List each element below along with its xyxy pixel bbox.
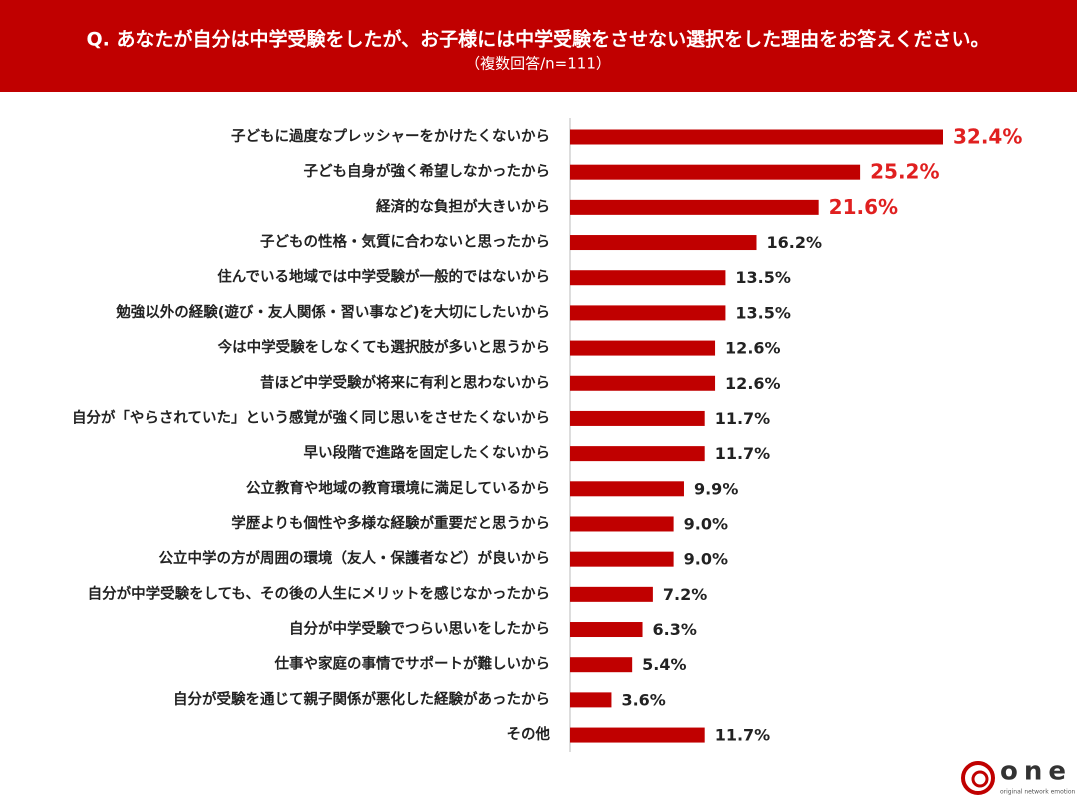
bar: [570, 235, 757, 251]
chart-title: Q. あなたが自分は中学受験をしたが、お子様には中学受験をさせない選択をした理由…: [86, 28, 989, 51]
value-label: 16.2%: [767, 233, 823, 252]
bar: [570, 129, 943, 145]
bar: [570, 516, 674, 532]
value-label: 13.5%: [735, 303, 791, 322]
logo-tagline: original network emotion: [1000, 789, 1076, 796]
bar: [570, 164, 861, 180]
chart-subtitle: （複数回答/n=111）: [465, 55, 611, 73]
header-band: [0, 0, 1077, 92]
category-label: 昔ほど中学受験が将来に有利と思わないから: [260, 373, 550, 391]
category-label: 子ども自身が強く希望しなかったから: [304, 162, 551, 180]
category-label: 早い段階で進路を固定したくないから: [304, 444, 551, 462]
value-label: 9.0%: [684, 550, 728, 569]
category-label: 住んでいる地域では中学受験が一般的ではないから: [217, 268, 550, 286]
value-label: 11.7%: [715, 444, 771, 463]
logo: one original network emotion: [961, 757, 1076, 796]
value-label: 6.3%: [653, 620, 697, 639]
logo-icon-inner: [971, 770, 989, 788]
category-label: 公立教育や地域の教育環境に満足しているから: [246, 479, 550, 497]
bar: [570, 481, 684, 497]
bar: [570, 727, 705, 743]
logo-icon: [961, 761, 995, 795]
value-label: 32.4%: [953, 125, 1022, 149]
bar: [570, 586, 653, 602]
value-label: 12.6%: [725, 374, 781, 393]
category-label: 勉強以外の経験(遊び・友人関係・習い事など)を大切にしたいから: [115, 303, 550, 321]
value-label: 9.0%: [684, 514, 728, 533]
value-label: 12.6%: [725, 339, 781, 358]
category-label: 自分が中学受験でつらい思いをしたから: [289, 620, 550, 638]
value-label: 13.5%: [735, 268, 791, 287]
value-label: 25.2%: [870, 160, 939, 184]
bar: [570, 657, 633, 673]
value-label: 11.7%: [715, 409, 771, 428]
category-label: 経済的な負担が大きいから: [376, 197, 550, 215]
bar: [570, 270, 726, 286]
bar: [570, 622, 643, 638]
value-label: 9.9%: [694, 479, 738, 498]
category-label: 公立中学の方が周囲の環境（友人・保護者など）が良いから: [159, 549, 551, 567]
category-label: 学歴よりも個性や多様な経験が重要だと思うから: [231, 514, 550, 532]
value-label: 3.6%: [621, 690, 665, 709]
bar: [570, 375, 716, 391]
bar: [570, 692, 612, 708]
value-label: 11.7%: [715, 726, 771, 745]
category-label: 自分が「やらされていた」という感覚が強く同じ思いをさせたくないから: [72, 408, 550, 426]
category-label: 子どもに過度なプレッシャーをかけたくないから: [231, 127, 550, 145]
category-label: 自分が受験を通じて親子関係が悪化した経験があったから: [173, 690, 550, 708]
category-label: 子どもの性格・気質に合わないと思ったから: [260, 233, 550, 251]
logo-text: one: [1000, 757, 1072, 787]
bar: [570, 446, 705, 462]
bar: [570, 199, 819, 215]
bar: [570, 305, 726, 321]
category-label: その他: [507, 725, 551, 743]
category-label: 仕事や家庭の事情でサポートが難しいから: [274, 655, 551, 673]
category-label: 自分が中学受験をしても、その後の人生にメリットを感じなかったから: [88, 584, 550, 602]
bar: [570, 551, 674, 567]
category-label: 今は中学受験をしなくても選択肢が多いと思うから: [217, 338, 550, 356]
value-label: 5.4%: [642, 655, 686, 674]
value-label: 21.6%: [829, 195, 898, 219]
bar: [570, 410, 705, 426]
value-label: 7.2%: [663, 585, 707, 604]
bar: [570, 340, 716, 356]
